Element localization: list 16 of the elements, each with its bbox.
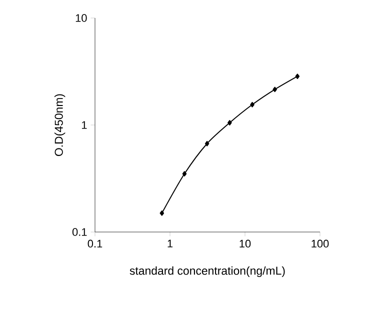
x-tick-label: 0.1 xyxy=(88,240,102,248)
x-tick-label: 1 xyxy=(168,240,173,248)
x-tick-label: 10 xyxy=(240,240,251,248)
y-tick-label: 10 xyxy=(76,14,87,22)
point xyxy=(228,120,232,126)
point xyxy=(204,140,210,146)
point xyxy=(250,102,254,108)
y-axis-title: O.D(450nm) xyxy=(54,94,66,156)
y-tick-label: 1 xyxy=(82,121,87,129)
x-tick-label: 100 xyxy=(312,240,329,248)
point xyxy=(160,210,164,216)
point xyxy=(182,171,187,176)
point xyxy=(272,86,277,92)
y-tick-label: 0.1 xyxy=(72,228,87,236)
x-axis-title: standard concentration(ng/mL) xyxy=(130,266,285,278)
point xyxy=(295,74,300,80)
